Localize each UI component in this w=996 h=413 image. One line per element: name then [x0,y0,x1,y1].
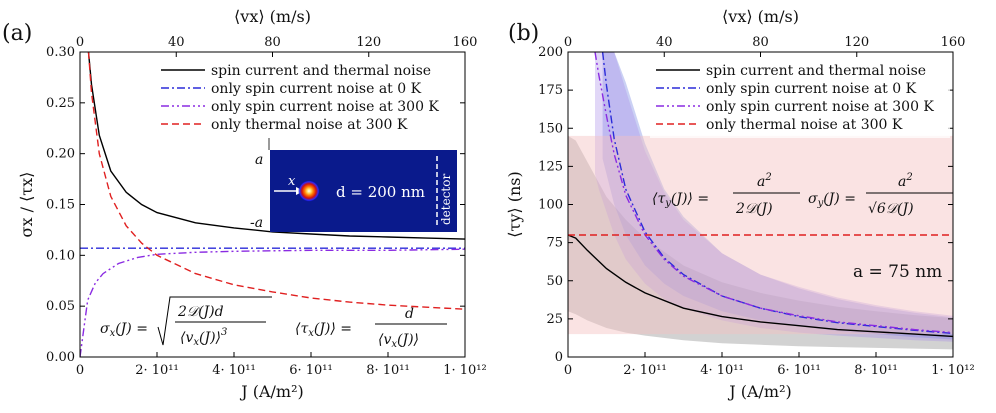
legend-entry: only spin current noise at 0 K [706,81,917,97]
skyrmion-spot [298,180,320,202]
top-tick-label: 0 [564,35,572,50]
series-line-1 [601,52,953,335]
y-tick-label: 0.10 [46,248,75,263]
y-tick-label: 0.15 [46,198,75,213]
band-1 [602,52,953,340]
equation-sigmay-lhs: σy(J) = [808,191,856,209]
y-tick-label: 0.20 [46,147,75,162]
x-tick-label: 8· 10¹¹ [366,363,410,378]
equation-tauy-den: 2𝒟(J) [735,201,773,217]
equation-sigmay-den: √6𝒟(J) [868,201,914,217]
band-0 [568,135,953,350]
legend-box [155,58,460,138]
x-tick-label: 0 [76,363,84,378]
x-tick-label: 4· 10¹¹ [700,363,744,378]
top-axis-label: ⟨vx⟩ (m/s) [234,7,311,26]
series-line-3 [87,52,465,310]
top-tick-label: 80 [752,35,769,50]
top-tick-label: 120 [356,35,381,50]
equation-tau-den: ⟨vx(J)⟩ [378,332,419,350]
y-tick-label: 50 [546,274,563,289]
equation-tau-lhs: ⟨τx(J)⟩ = [295,321,352,339]
y-tick-label: 0.30 [46,45,75,60]
y-tick-label: 0.25 [46,96,75,111]
y-tick-label: 0 [555,350,563,365]
x-tick-label: 1· 10¹² [443,363,487,378]
series-line-0 [568,234,953,338]
detector-label: detector [439,174,453,225]
x-axis-label: J (A/m²) [727,382,792,401]
annotation-a: a = 75 nm [853,262,942,282]
inset-x-label: x [288,174,296,189]
top-axis-label: ⟨vx⟩ (m/s) [722,7,799,26]
panel-label-b: (b) [508,21,539,46]
sqrt-sign [157,296,272,346]
x-axis-label: J (A/m²) [239,382,304,401]
y-axis-label: ⟨τy⟩ (ns) [505,171,524,237]
top-tick-label: 40 [656,35,673,50]
top-tick-label: 160 [941,35,966,50]
legend-box [650,58,950,138]
y-tick-label: 100 [538,198,563,213]
equation-sigma-lhs: σx(J) = [100,321,148,339]
equation-tau-num: d [405,306,414,322]
top-tick-label: 0 [76,35,84,50]
x-tick-label: 2· 10¹¹ [623,363,667,378]
legend-entry: only spin current noise at 0 K [211,81,422,97]
y-tick-label: 150 [538,121,563,136]
y-tick-label: 75 [546,236,563,251]
inset-bottom-label: -a [250,215,263,231]
top-tick-label: 80 [264,35,281,50]
band-2 [595,52,953,342]
panel-b: (b) 0 2· 10¹¹ 4· 10¹¹ 6· 10¹¹ 8· 10¹¹ 1· 10¹²… [505,7,975,401]
top-tick-label: 120 [844,35,869,50]
x-tick-label: 2· 10¹¹ [135,363,179,378]
inset-distance-label: d = 200 nm [336,183,425,201]
series-line-0 [87,52,465,240]
x-tick-label: 8· 10¹¹ [854,363,898,378]
top-tick-label: 40 [168,35,185,50]
legend-entry: only thermal noise at 300 K [706,117,903,133]
equation-tauy-lhs: ⟨τy(J)⟩ = [652,191,709,209]
x-tick-label: 6· 10¹¹ [777,363,821,378]
top-tick-label: 160 [453,35,478,50]
legend-entry: only spin current noise at 300 K [211,99,439,115]
x-tick-label: 6· 10¹¹ [289,363,333,378]
legend-entry: only thermal noise at 300 K [211,117,408,133]
x-tick-label: 0 [564,363,572,378]
inset-top-label: a [255,152,263,168]
legend-entry: only spin current noise at 300 K [706,99,934,115]
x-tick-label: 4· 10¹¹ [212,363,256,378]
panel-label-a: (a) [2,21,32,46]
y-tick-label: 0.00 [46,350,75,365]
x-tick-label: 1· 10¹² [931,363,975,378]
legend-entry: spin current and thermal noise [706,63,926,79]
y-tick-label: 200 [538,45,563,60]
y-tick-label: 0.05 [46,299,75,314]
y-tick-label: 125 [538,159,563,174]
y-tick-label: 175 [538,83,563,98]
inset-diagram: y a -a x d = 200 nm detector [250,117,457,232]
equation-sigma-num: 2𝒟(J)d [177,304,224,320]
y-axis-label: σx / ⟨τx⟩ [17,172,36,238]
series-line-2 [594,52,953,334]
panel-a: (a) 0 2· 10¹¹ 4· 10¹¹ 6· 10¹¹ 8· 10¹¹ 1· 10¹²… [2,7,487,401]
legend-entry: spin current and thermal noise [211,63,431,79]
equation-sigma-den: ⟨vx(J)⟩3 [180,327,227,348]
y-tick-label: 25 [546,312,563,327]
